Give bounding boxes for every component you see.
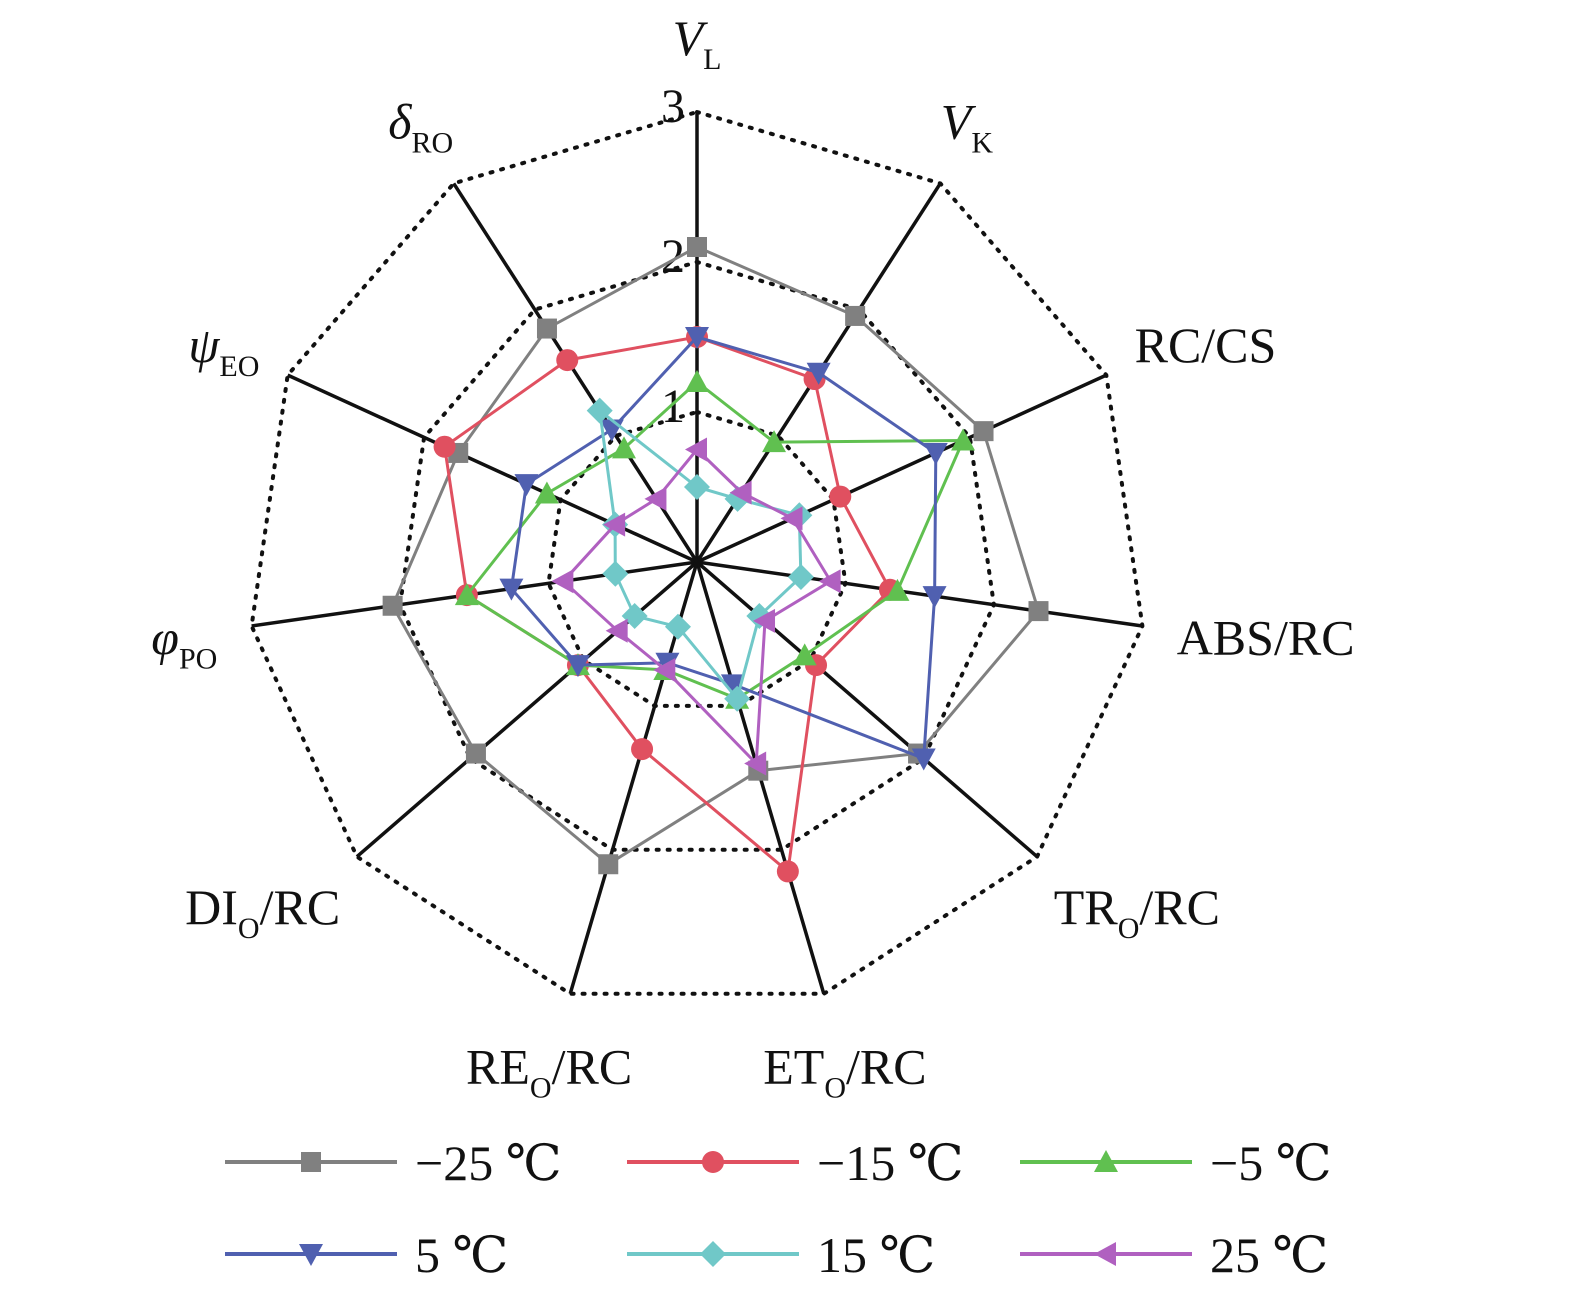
axis-label: REO/RC <box>466 1039 632 1105</box>
data-point <box>556 349 579 372</box>
data-point <box>586 397 613 424</box>
legend-label: −25 ℃ <box>415 1135 562 1191</box>
axis-line <box>286 373 698 564</box>
legend-item: −5 ℃ <box>1020 1135 1332 1191</box>
data-point <box>845 305 866 326</box>
legend-marker <box>1094 1150 1118 1172</box>
data-point <box>885 578 910 601</box>
data-point <box>776 860 799 883</box>
data-point <box>818 569 841 594</box>
series-line <box>390 245 1041 867</box>
data-point <box>780 506 803 531</box>
series-line <box>442 335 892 875</box>
legend-item: −15 ℃ <box>627 1135 964 1191</box>
grid-ring <box>249 109 1145 996</box>
axis-label: ABS/RC <box>1177 610 1355 666</box>
axis-label: VK <box>941 93 994 159</box>
data-point <box>744 751 767 776</box>
series-2 <box>454 370 976 709</box>
series-line <box>597 407 803 702</box>
data-point <box>787 563 814 590</box>
grid-rings <box>249 109 1145 996</box>
axis-label: TRO/RC <box>1054 879 1220 945</box>
legend-marker <box>702 1151 724 1173</box>
data-point <box>602 560 629 587</box>
data-point <box>911 748 936 771</box>
data-point <box>687 237 707 257</box>
tick-label: 3 <box>661 80 685 133</box>
data-point <box>514 474 539 497</box>
data-point <box>612 436 637 459</box>
legend-item: 15 ℃ <box>627 1227 935 1283</box>
legend-label: −5 ℃ <box>1210 1135 1332 1191</box>
legend-marker <box>1094 1242 1116 1266</box>
data-point <box>973 421 994 442</box>
legend-marker <box>700 1241 726 1267</box>
data-point <box>565 655 590 678</box>
legend-label: −15 ℃ <box>817 1135 964 1191</box>
series-5 <box>551 437 841 776</box>
data-point <box>724 685 751 712</box>
legend: −25 ℃ −15 ℃ −5 ℃ 5 ℃ 15 ℃ 25 ℃ <box>225 1135 1332 1283</box>
grid-ring <box>546 409 848 708</box>
grid-ring <box>398 259 996 852</box>
series-line <box>464 380 966 701</box>
data-point <box>621 603 648 630</box>
data-point <box>684 474 710 500</box>
data-point <box>685 370 709 392</box>
legend-item: −25 ℃ <box>225 1135 562 1191</box>
data-point <box>922 586 947 609</box>
legend-item: 5 ℃ <box>225 1227 508 1283</box>
legend-label: 25 ℃ <box>1210 1227 1328 1283</box>
series-4 <box>586 397 814 712</box>
data-point <box>653 657 676 682</box>
data-point <box>729 480 752 505</box>
legend-marker <box>301 1152 321 1172</box>
legend-item: 25 ℃ <box>1020 1227 1328 1283</box>
data-point <box>753 608 776 633</box>
legend-marker <box>299 1244 323 1266</box>
axis-label: φPO <box>151 610 217 676</box>
data-point <box>454 583 479 606</box>
tick-label: 1 <box>661 380 685 433</box>
data-point <box>1028 601 1049 622</box>
tick-labels: 123 <box>661 80 685 433</box>
data-point <box>806 362 831 385</box>
data-point <box>762 430 787 453</box>
data-point <box>792 643 817 666</box>
axis-label: ψEO <box>188 317 259 383</box>
legend-label: 15 ℃ <box>817 1227 935 1283</box>
data-point <box>664 613 691 640</box>
axis-line <box>696 373 1108 564</box>
axis-label: DIO/RC <box>185 879 340 945</box>
axis-label: RC/CS <box>1135 317 1277 373</box>
axis-line <box>696 560 1143 628</box>
data-point <box>598 854 619 875</box>
axis-label: ETO/RC <box>763 1039 926 1105</box>
data-point <box>536 318 557 339</box>
data-point <box>951 428 976 451</box>
axis-line <box>695 560 1039 859</box>
data-point <box>433 435 456 458</box>
data-point <box>551 569 574 594</box>
data-point <box>631 738 654 761</box>
data-point <box>382 595 403 616</box>
data-point <box>605 618 628 643</box>
series-line <box>509 335 938 761</box>
data-point <box>923 442 948 465</box>
data-point <box>829 485 852 508</box>
legend-label: 5 ℃ <box>415 1227 508 1283</box>
axis-labels: VL VK RC/CS ABS/RC TRO/RC ETO/RC REO/RC DIO/RC φ… <box>151 10 1354 1105</box>
data-point <box>685 437 707 462</box>
data-point <box>534 481 559 504</box>
axis-label: δRO <box>388 93 453 159</box>
data-point <box>720 674 745 697</box>
data-point <box>685 327 709 349</box>
data-point <box>499 578 524 601</box>
axis-label: VL <box>673 10 722 76</box>
data-point <box>465 743 486 764</box>
data-point <box>644 486 667 511</box>
data-point <box>603 512 626 537</box>
